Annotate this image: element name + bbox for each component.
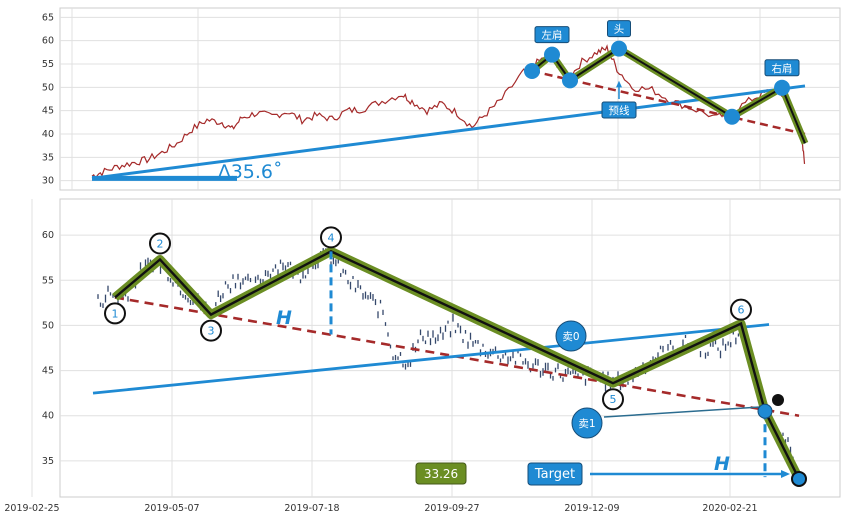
wave-point-6 — [730, 298, 752, 321]
top-y-tick-label: 30 — [42, 176, 54, 187]
bottom-y-tick-label: 55 — [42, 275, 54, 286]
target-label: Target — [534, 467, 575, 482]
sell0-label: 卖0 — [562, 331, 579, 343]
x-tick-label: 2019-12-09 — [564, 503, 619, 514]
top-pattern-point — [524, 63, 540, 79]
top-y-tick-label: 45 — [42, 106, 54, 117]
price-box-label: 33.26 — [424, 467, 458, 481]
x-tick-label: 2020-02-21 — [702, 503, 757, 514]
top-y-tick-label: 55 — [42, 59, 54, 70]
pattern-label: 左肩 — [542, 29, 563, 42]
wave-point-3 — [200, 319, 222, 342]
bottom-y-tick-label: 40 — [42, 411, 54, 422]
pattern-label-box — [607, 20, 631, 38]
top-pattern-point — [544, 46, 560, 63]
pattern-label: 头 — [614, 24, 625, 36]
bottom-y-tick-label: 45 — [42, 366, 54, 377]
top-pattern-point — [611, 40, 627, 57]
top-plot-frame — [59, 7, 841, 191]
price-box — [415, 462, 467, 485]
sell1-label: 卖1 — [578, 418, 595, 430]
h-label-2: H — [714, 453, 730, 475]
top-y-tick-label: 50 — [42, 82, 54, 93]
x-tick-label: 2019-05-07 — [144, 503, 199, 514]
target-box — [527, 462, 583, 486]
wave-point-label: 4 — [328, 231, 335, 244]
target-point — [791, 470, 807, 487]
target-arrow-head — [781, 470, 790, 478]
black-dot — [772, 394, 784, 406]
wave-line — [114, 250, 801, 480]
wave-point-2 — [149, 232, 171, 255]
x-tick-label: 2019-02-25 — [4, 503, 59, 514]
wave-point-label: 1 — [112, 307, 119, 320]
x-tick-label: 2019-09-27 — [424, 503, 479, 514]
wave-point-label: 5 — [610, 393, 617, 406]
neckline-label-box — [601, 101, 637, 119]
wave-point-5 — [602, 388, 624, 411]
top-pattern-point — [562, 72, 578, 89]
bottom-channel-line — [92, 323, 770, 395]
wave-point-label: 3 — [208, 325, 215, 338]
neckline-arrow-head — [616, 80, 622, 88]
neckline-label: 预线 — [609, 104, 630, 117]
sell1-marker — [571, 407, 603, 439]
x-tick-label: 2019-07-18 — [284, 503, 339, 514]
pattern-label-box — [534, 26, 570, 44]
wave-point-4 — [320, 226, 342, 249]
top-y-tick-label: 40 — [42, 129, 54, 140]
sell1-arrow — [603, 406, 761, 418]
bottom-y-tick-label: 50 — [42, 320, 54, 331]
pattern-label-box — [764, 59, 800, 77]
bottom-y-tick-label: 35 — [42, 456, 54, 467]
h-label-1: H — [276, 307, 292, 329]
pattern-label: 右肩 — [772, 62, 793, 75]
wave-point-label: 2 — [157, 238, 164, 251]
top-y-tick-label: 65 — [42, 12, 54, 23]
top-y-tick-label: 35 — [42, 152, 54, 163]
top-price-line — [91, 44, 806, 179]
wave-point-1 — [104, 302, 126, 325]
wave-point-label: 6 — [738, 304, 745, 317]
sell1-point — [757, 403, 773, 419]
sell0-marker — [555, 320, 587, 352]
top-trend-line — [91, 84, 806, 180]
bottom-y-tick-label: 60 — [42, 230, 54, 241]
angle-label: ∆35.6˚ — [217, 161, 283, 183]
bottom-plot-frame — [59, 198, 841, 498]
top-y-tick-label: 60 — [42, 36, 54, 47]
top-pattern-point — [774, 79, 790, 96]
top-pattern-point — [724, 108, 740, 125]
